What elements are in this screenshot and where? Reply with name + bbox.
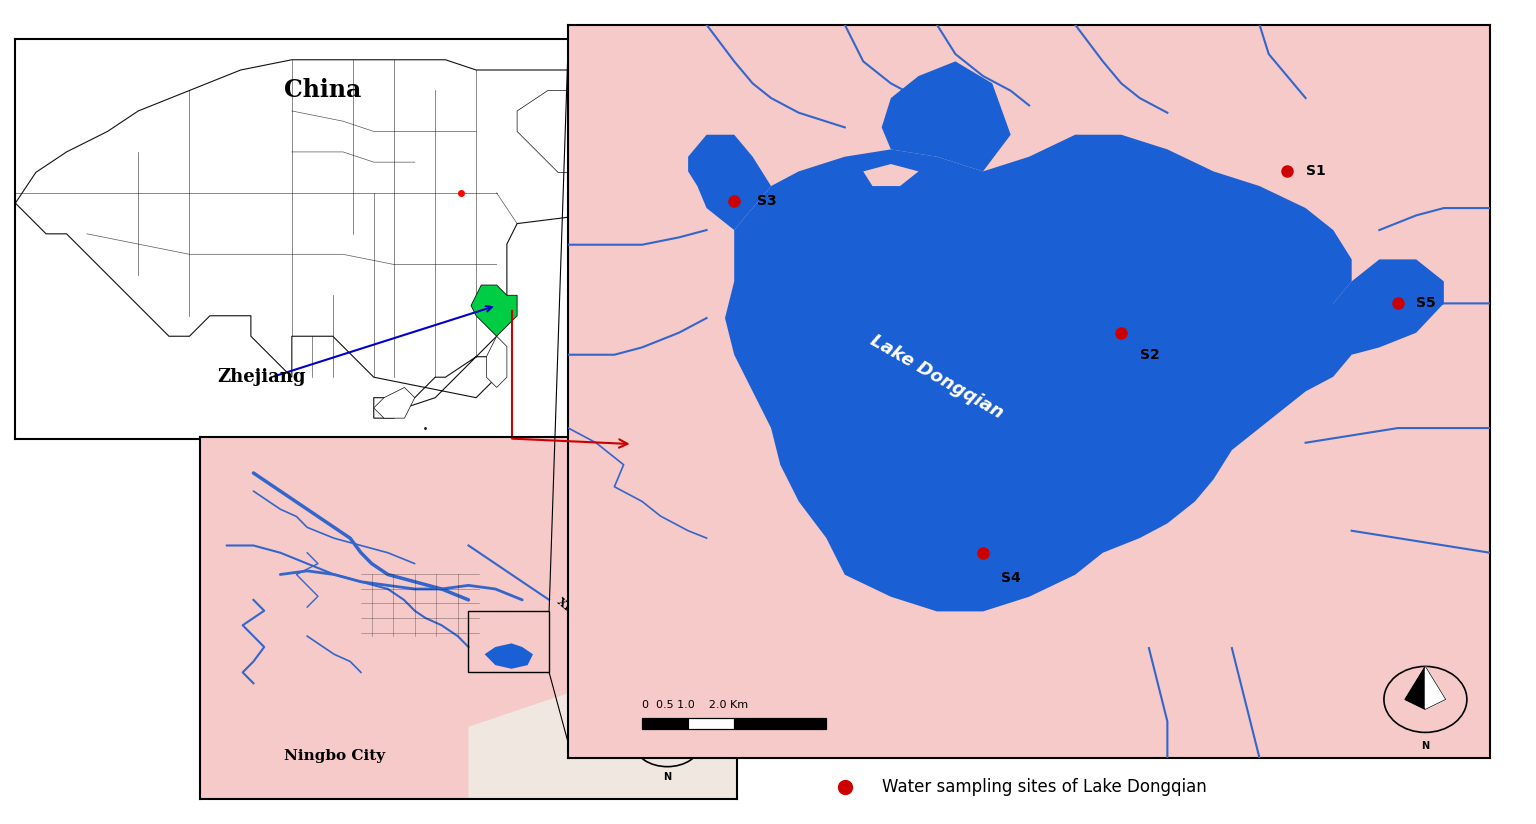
Polygon shape (654, 723, 667, 751)
Polygon shape (472, 285, 518, 336)
Polygon shape (1425, 667, 1445, 709)
Polygon shape (1405, 667, 1425, 709)
Polygon shape (863, 164, 919, 186)
Text: Xiangshan Harbor: Xiangshan Harbor (556, 595, 650, 677)
Polygon shape (468, 582, 737, 799)
Text: S3: S3 (757, 194, 777, 208)
Text: S1: S1 (1306, 165, 1326, 178)
Polygon shape (667, 723, 680, 751)
Polygon shape (725, 135, 1352, 611)
Text: S4: S4 (1001, 571, 1021, 585)
Polygon shape (200, 437, 737, 727)
Text: S5: S5 (1416, 297, 1436, 311)
Bar (734, 718, 780, 728)
Polygon shape (373, 387, 415, 418)
Text: Water sampling sites of Lake Dongqian: Water sampling sites of Lake Dongqian (882, 778, 1206, 796)
Polygon shape (15, 60, 650, 418)
Text: S2: S2 (1140, 348, 1160, 362)
Polygon shape (579, 70, 619, 111)
Text: 0  0.5 1.0    2.0 Km: 0 0.5 1.0 2.0 Km (642, 700, 748, 710)
Polygon shape (487, 336, 507, 387)
Text: N: N (664, 772, 671, 782)
Text: China: China (284, 78, 361, 102)
Polygon shape (518, 91, 599, 172)
Polygon shape (1333, 260, 1444, 354)
Bar (688, 718, 734, 728)
Text: East China Sea: East China Sea (604, 503, 710, 516)
Polygon shape (200, 691, 442, 799)
Text: Ningbo City: Ningbo City (284, 749, 384, 763)
Text: Lake Dongqian: Lake Dongqian (868, 331, 1006, 422)
Text: Zhejiang: Zhejiang (217, 368, 306, 386)
Bar (780, 718, 826, 728)
Text: N: N (1421, 742, 1430, 751)
Polygon shape (484, 644, 533, 669)
Polygon shape (688, 135, 771, 230)
Polygon shape (882, 62, 1011, 171)
Bar (642, 718, 826, 728)
Bar (642, 718, 688, 728)
